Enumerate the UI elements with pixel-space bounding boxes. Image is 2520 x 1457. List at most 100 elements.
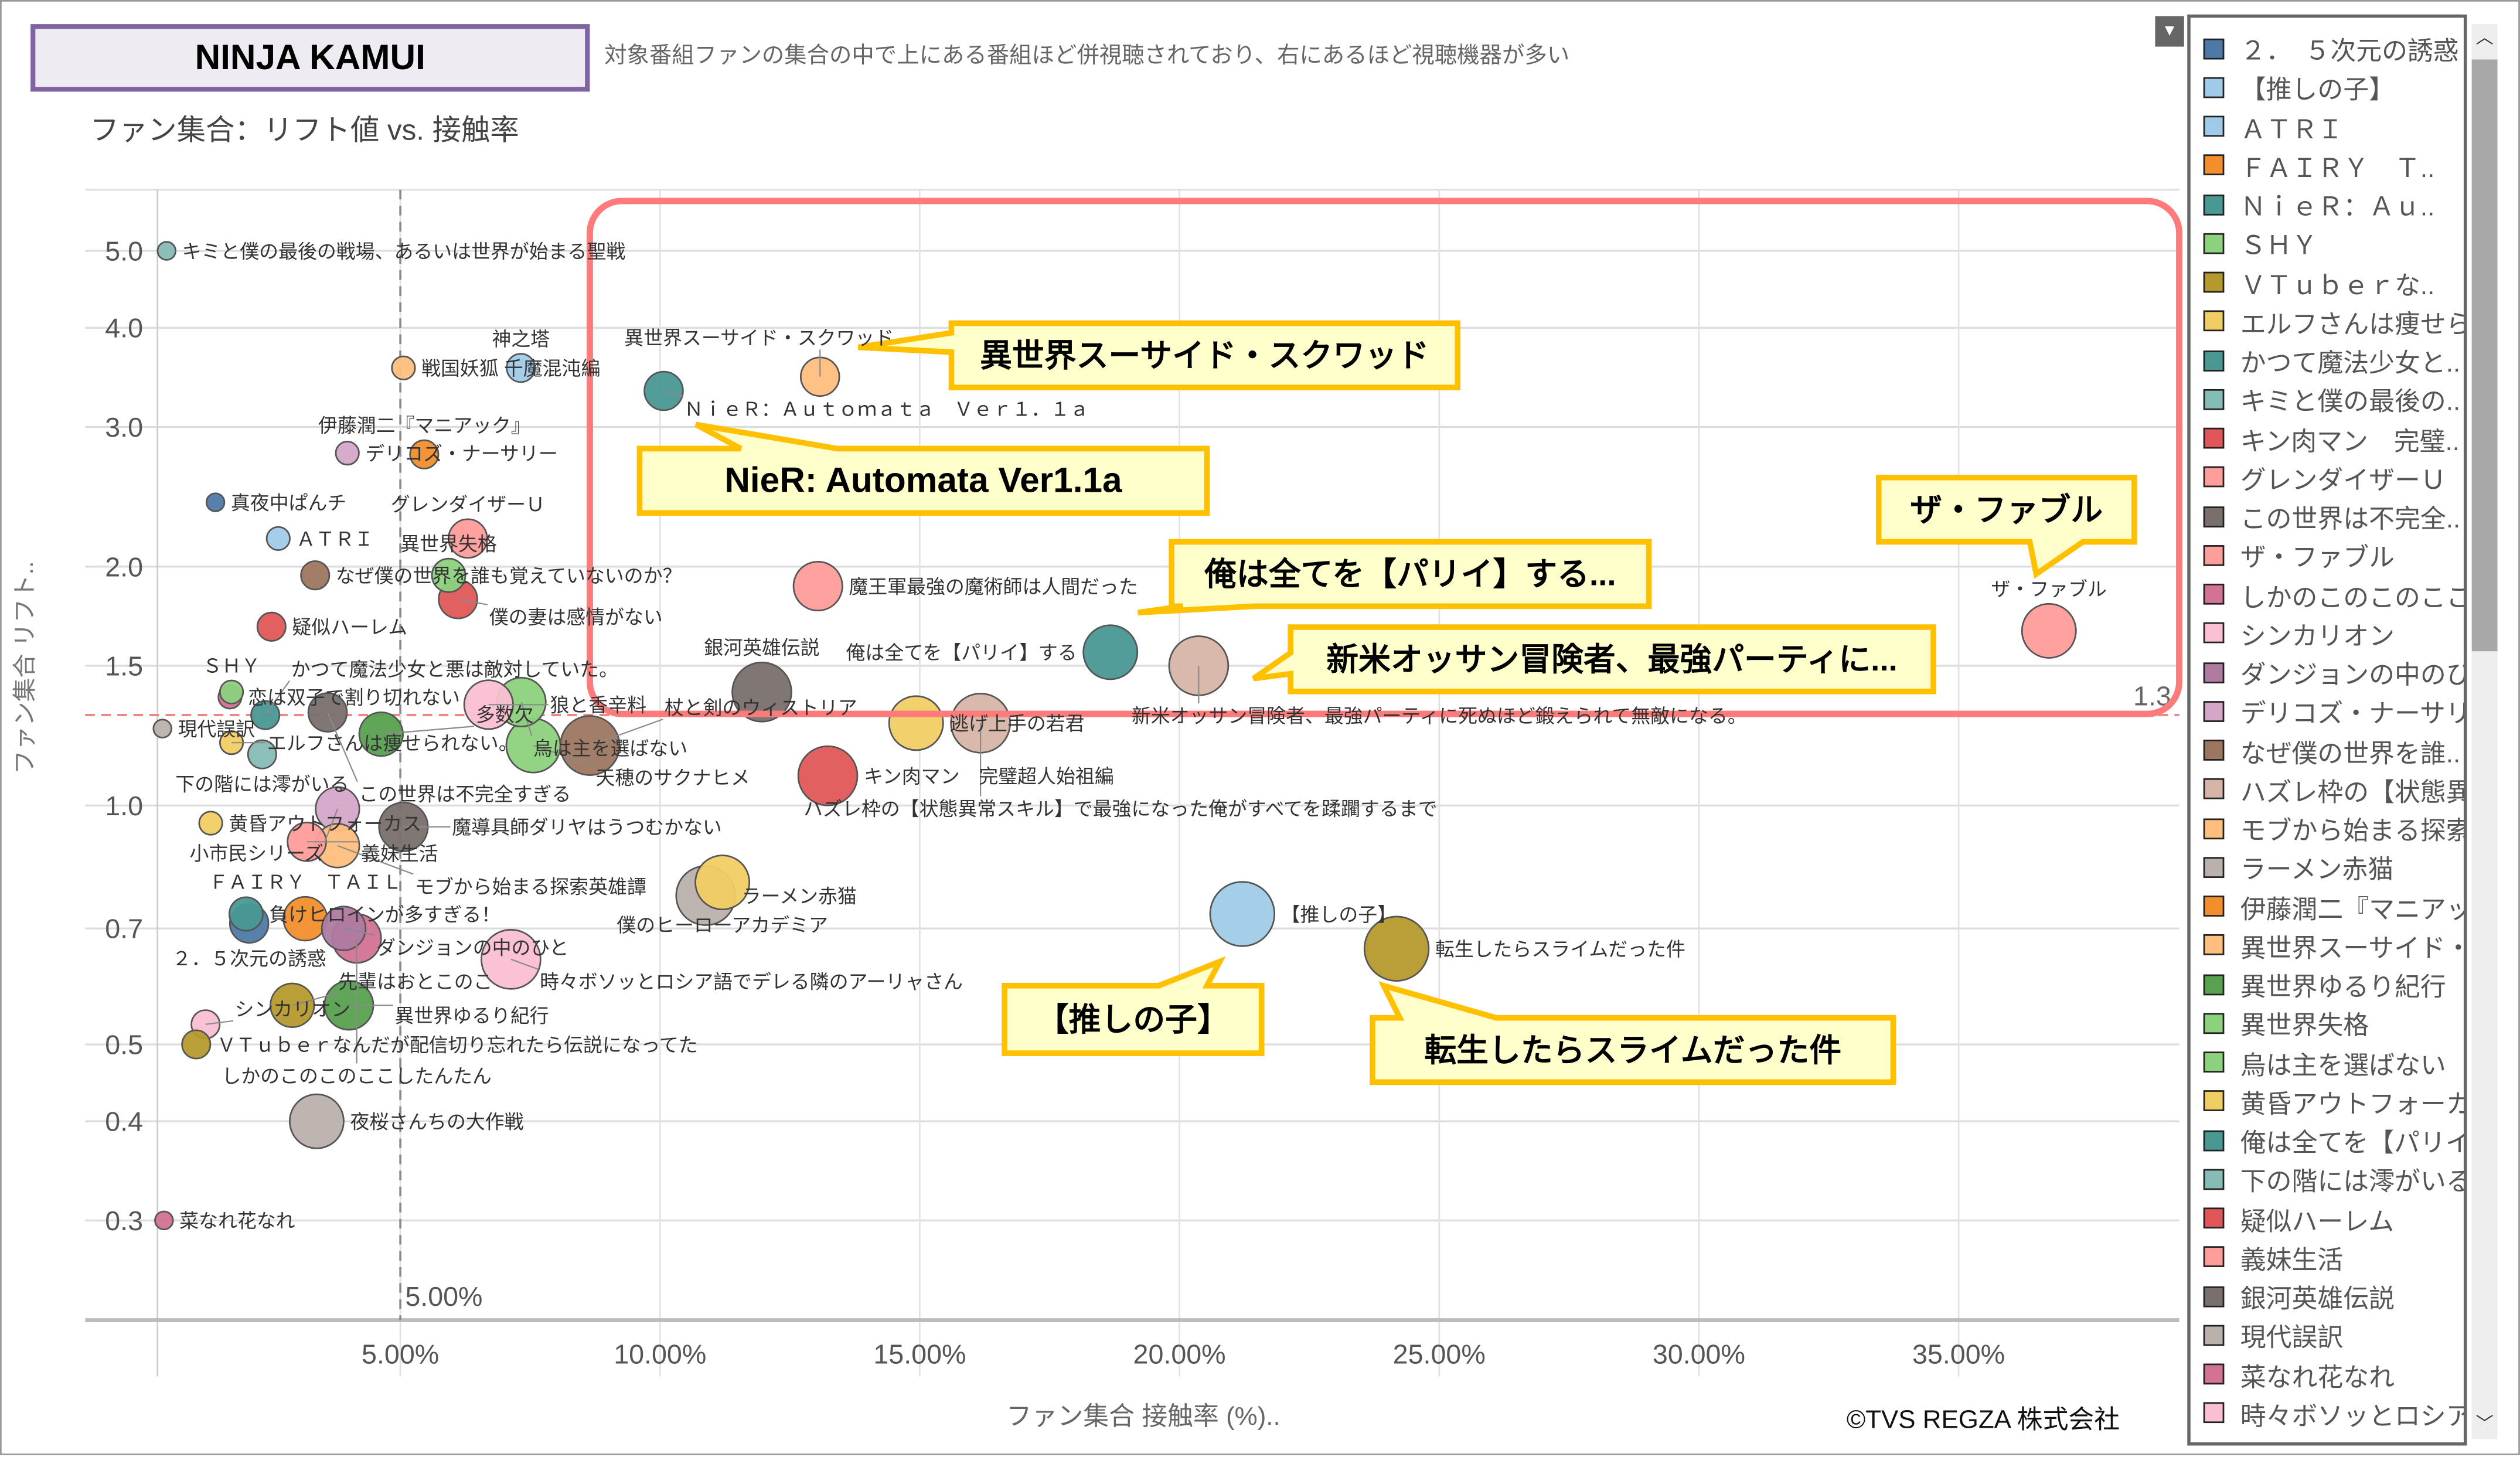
callout-text: 俺は全てを【パリイ】する... <box>1204 556 1616 593</box>
legend-item[interactable]: 伊藤潤二『マニアッ.. <box>2203 889 2467 924</box>
legend-item[interactable]: キミと僕の最後の.. <box>2203 382 2460 417</box>
legend-label: 異世界スーサイド・.. <box>2240 935 2467 963</box>
legend-item[interactable]: エルフさんは痩せら.. <box>2203 304 2464 339</box>
legend-swatch <box>2203 896 2225 917</box>
legend-label: ＡＴＲＩ <box>2240 116 2344 144</box>
legend-swatch <box>2203 856 2225 878</box>
legend-item[interactable]: ＳＨＹ <box>2203 226 2317 261</box>
legend-item[interactable]: 義妹生活 <box>2203 1240 2343 1275</box>
legend-swatch <box>2203 934 2225 956</box>
legend-item[interactable]: グレンダイザーＵ <box>2203 459 2446 495</box>
x-tick-label: 10.00% <box>614 1339 706 1370</box>
legend-label: シンカリオン <box>2240 623 2395 651</box>
legend-item[interactable]: ザ・ファブル <box>2203 537 2395 573</box>
point-label: 魔王軍最強の魔術師は人間だった <box>849 576 1138 597</box>
chevron-down-icon[interactable]: ﹀ <box>2475 1415 2494 1435</box>
legend-item[interactable]: キン肉マン 完璧.. <box>2203 420 2460 456</box>
data-point <box>694 855 751 911</box>
data-point <box>265 526 291 551</box>
legend-label: 伊藤潤二『マニアッ.. <box>2240 896 2467 924</box>
data-point <box>1363 915 1430 982</box>
legend-item[interactable]: 異世界スーサイド・.. <box>2203 927 2467 963</box>
point-label: 戦国妖狐 千魔混沌編 <box>421 358 600 379</box>
legend-item[interactable]: モブから始まる探索.. <box>2203 811 2464 846</box>
legend-swatch <box>2203 622 2225 644</box>
reference-label-x: 5.00% <box>405 1281 482 1312</box>
point-label: 銀河英雄伝説 <box>704 637 819 659</box>
legend-label: キン肉マン 完璧.. <box>2240 428 2460 456</box>
legend-item[interactable]: 銀河英雄伝説 <box>2203 1278 2395 1314</box>
legend-item[interactable]: ハズレ枠の【状態異.. <box>2203 771 2464 807</box>
legend-item[interactable]: 疑似ハーレム <box>2203 1200 2395 1236</box>
legend-swatch <box>2203 155 2225 176</box>
legend-label: ラーメン赤猫 <box>2240 857 2394 885</box>
data-point <box>156 241 176 261</box>
legend-label: かつて魔法少女と.. <box>2240 350 2461 378</box>
legend-scrollbar[interactable]: ︿ ﹀ <box>2471 24 2498 1439</box>
legend-swatch <box>2203 544 2225 566</box>
point-label: 伊藤潤二『マニアック』 <box>318 414 530 436</box>
legend-label: 烏は主を選ばない <box>2240 1052 2446 1080</box>
point-label: シンカリオン <box>235 999 350 1020</box>
legend-item[interactable]: 菜なれ花なれ <box>2203 1356 2395 1392</box>
legend-item[interactable]: シンカリオン <box>2203 615 2395 651</box>
legend-item[interactable]: 異世界失格 <box>2203 1005 2369 1041</box>
legend-swatch <box>2203 1129 2225 1151</box>
legend-item[interactable]: この世界は不完全.. <box>2203 499 2460 534</box>
legend-item[interactable]: 黄昏アウトフォーカス <box>2203 1084 2464 1119</box>
point-label: 魔導具師ダリヤはうつむかない <box>452 816 722 838</box>
legend-swatch <box>2203 115 2225 137</box>
legend-item[interactable]: なぜ僕の世界を誰.. <box>2203 733 2460 768</box>
legend-item[interactable]: しかのこのこのここし.. <box>2203 577 2464 612</box>
leader-line <box>520 702 533 736</box>
legend-item[interactable]: ラーメン赤猫 <box>2203 849 2394 885</box>
legend-item[interactable]: ２． ５次元の誘惑 <box>2203 30 2459 66</box>
legend-item[interactable]: ＦＡＩＲＹ Ｔ.. <box>2203 148 2434 183</box>
scroll-thumb[interactable] <box>2471 59 2498 652</box>
legend-label: 疑似ハーレム <box>2240 1208 2395 1236</box>
legend-item[interactable]: ダンジョンの中のひと <box>2203 655 2464 690</box>
chevron-up-icon[interactable]: ︿ <box>2475 29 2494 49</box>
legend-swatch <box>2203 38 2225 59</box>
point-label: 先輩はおとこのこ <box>338 971 492 992</box>
legend-label: 下の階には澪がいる <box>2240 1169 2467 1197</box>
legend-item[interactable]: ＮｉｅＲ：Ａｕ.. <box>2203 186 2434 222</box>
legend-item[interactable]: 現代誤訳 <box>2203 1318 2344 1353</box>
legend-item[interactable]: 異世界ゆるり紀行 <box>2203 966 2446 1002</box>
point-label: 下の階には澪がいる <box>175 774 349 795</box>
data-point <box>181 1029 212 1060</box>
legend-swatch <box>2203 1402 2225 1424</box>
data-point <box>321 905 367 951</box>
y-tick-label: 5.0 <box>105 236 143 266</box>
legend-item[interactable]: デリコズ・ナーサリー <box>2203 693 2464 729</box>
point-label: 異世界ゆるり紀行 <box>394 1005 549 1026</box>
legend-item[interactable]: ＶＴｕｂｅｒな.. <box>2203 264 2434 300</box>
legend-swatch <box>2203 1246 2225 1268</box>
legend-swatch <box>2203 193 2225 215</box>
legend-swatch <box>2203 778 2225 800</box>
legend-label: 異世界失格 <box>2240 1013 2369 1041</box>
x-tick-label: 30.00% <box>1653 1339 1745 1370</box>
legend-swatch <box>2203 1168 2225 1190</box>
legend-label: 現代誤訳 <box>2240 1325 2344 1353</box>
point-label: かつて魔法少女と悪は敵対していた。 <box>291 658 618 680</box>
legend-label: 【推しの子】 <box>2240 77 2395 105</box>
legend-item[interactable]: ＡＴＲＩ <box>2203 108 2344 144</box>
callout: NieR: Automata Ver1.1a <box>636 421 1210 516</box>
point-label: デリコズ・ナーサリー <box>365 443 557 465</box>
legend-item[interactable]: かつて魔法少女と.. <box>2203 342 2461 378</box>
legend-label: ２． ５次元の誘惑 <box>2240 38 2459 66</box>
legend-item[interactable]: 俺は全てを【パリイ】.. <box>2203 1122 2464 1158</box>
legend-menu-button[interactable]: ▼ <box>2155 16 2184 47</box>
legend-item[interactable]: 時々ボソッとロシア.. <box>2203 1395 2464 1431</box>
legend-item[interactable]: 【推しの子】 <box>2203 70 2395 105</box>
legend-swatch <box>2203 700 2225 722</box>
legend-item[interactable]: 烏は主を選ばない <box>2203 1044 2446 1080</box>
point-label: 現代誤訳 <box>178 719 256 740</box>
legend-swatch <box>2203 349 2225 371</box>
legend-item[interactable]: 下の階には澪がいる <box>2203 1162 2467 1197</box>
copyright: ©TVS REGZA 株式会社 <box>1846 1407 2120 1435</box>
leader-line <box>324 808 338 841</box>
